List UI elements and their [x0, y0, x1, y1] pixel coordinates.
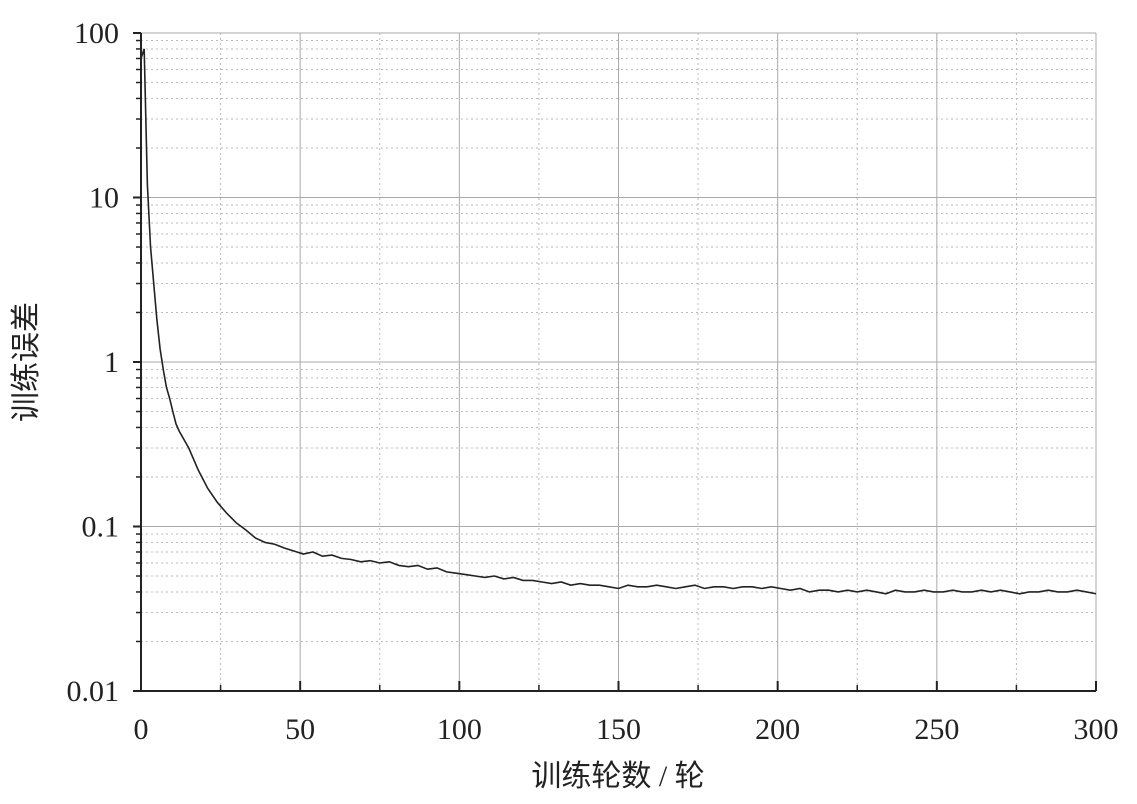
y-axis-title: 训练误差 [10, 302, 43, 422]
y-tick-label: 1 [104, 346, 119, 379]
x-tick-label: 150 [596, 713, 641, 746]
data-line [140, 48, 1097, 595]
x-axis-title: 训练轮数 / 轮 [531, 760, 704, 793]
y-tick-label: 10 [89, 182, 119, 215]
x-tick-label: 250 [914, 713, 959, 746]
y-tick-label: 0.1 [82, 511, 120, 544]
x-tick-label: 100 [437, 713, 482, 746]
x-tick-label: 0 [134, 713, 149, 746]
x-tick-label: 300 [1074, 713, 1119, 746]
y-tick-label: 100 [74, 17, 119, 50]
x-tick-label: 50 [285, 713, 315, 746]
x-tick-label: 200 [755, 713, 800, 746]
y-tick-label: 0.01 [67, 675, 120, 708]
